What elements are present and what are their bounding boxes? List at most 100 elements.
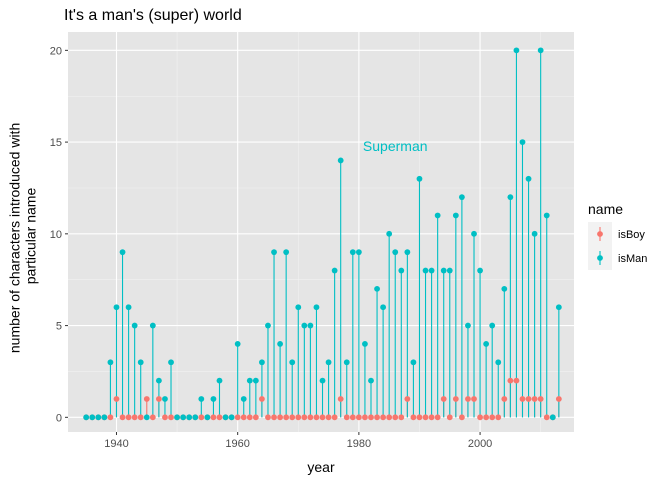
point-isBoy (265, 414, 271, 421)
point-isBoy (234, 414, 241, 421)
point-isMan (519, 139, 526, 145)
point-isBoy (543, 414, 550, 421)
point-isBoy (471, 396, 477, 402)
y-tick-label: 20 (50, 45, 62, 57)
point-isBoy (307, 414, 314, 421)
point-isBoy (410, 414, 417, 421)
point-isBoy (398, 414, 405, 421)
point-isMan (452, 212, 459, 219)
point-isMan (210, 396, 217, 402)
point-isBoy (495, 414, 502, 421)
point-isMan (131, 322, 138, 329)
y-axis: 0 5 10 15 20 (50, 45, 68, 424)
point-isMan (465, 322, 471, 329)
point-isMan (125, 304, 132, 311)
point-isBoy (119, 414, 126, 421)
point-isBoy (392, 414, 399, 421)
point-isMan (440, 267, 447, 274)
point-isBoy (289, 414, 296, 421)
point-isBoy (434, 414, 441, 421)
y-axis-title: number of characters introduced with par… (7, 119, 39, 353)
point-isMan (137, 359, 144, 366)
point-isMan (119, 249, 126, 256)
point-isMan (555, 304, 562, 311)
point-isMan (380, 304, 387, 311)
point-isMan (101, 414, 108, 421)
point-isMan (216, 377, 223, 384)
point-isMan (246, 377, 253, 384)
point-isMan (374, 285, 380, 292)
point-isBoy (489, 414, 496, 421)
point-isBoy (519, 396, 526, 402)
point-isMan (525, 175, 532, 182)
point-isBoy (380, 414, 387, 421)
point-isMan (107, 359, 114, 366)
point-isMan (471, 230, 477, 237)
point-isBoy (198, 414, 205, 421)
point-isMan (95, 414, 102, 421)
point-isMan (155, 377, 162, 384)
chart-title: It's a man's (super) world (64, 7, 242, 24)
point-isMan (271, 249, 277, 256)
point-isMan (265, 322, 271, 329)
point-isMan (143, 414, 150, 421)
point-isMan (331, 267, 338, 274)
point-isBoy (355, 414, 362, 421)
point-isMan (89, 414, 96, 421)
point-isBoy (313, 414, 320, 421)
point-isMan (228, 414, 235, 421)
point-isMan (549, 414, 556, 421)
point-isBoy (507, 377, 514, 384)
point-isBoy (283, 414, 290, 421)
point-isBoy (149, 414, 156, 421)
point-isBoy (143, 396, 150, 402)
point-isBoy (368, 414, 374, 421)
point-isMan (198, 396, 205, 402)
point-isBoy (374, 414, 380, 421)
point-isBoy (416, 414, 423, 421)
point-isMan (192, 414, 199, 421)
point-isBoy (246, 414, 253, 421)
point-isMan (368, 377, 374, 384)
y-axis-title-line-1: number of characters introduced with (7, 123, 23, 353)
point-isMan (259, 359, 265, 366)
point-isMan (404, 249, 411, 256)
point-isBoy (349, 414, 356, 421)
point-isMan (458, 194, 465, 201)
point-isMan (416, 175, 423, 182)
point-isMan (392, 249, 399, 256)
point-isMan (162, 396, 168, 402)
point-isMan (422, 267, 429, 274)
point-isMan (537, 47, 544, 54)
point-isBoy (362, 414, 368, 421)
point-isMan (301, 322, 308, 329)
point-isBoy (428, 414, 435, 421)
point-isMan (501, 285, 508, 292)
point-isMan (283, 249, 290, 256)
point-isBoy (555, 396, 562, 402)
point-isBoy (386, 414, 393, 421)
point-isMan (307, 322, 314, 329)
point-isBoy (162, 414, 168, 421)
point-isBoy (465, 396, 471, 402)
point-isMan (410, 359, 417, 366)
legend-label-isBoy: isBoy (618, 229, 645, 241)
x-tick-label: 2000 (468, 438, 492, 450)
point-isBoy (319, 414, 326, 421)
point-isMan (186, 414, 193, 421)
point-isBoy (337, 396, 344, 402)
y-tick-label: 10 (50, 229, 62, 241)
point-isMan (477, 267, 483, 274)
point-isMan (240, 396, 247, 402)
point-isMan (180, 414, 187, 421)
y-tick-label: 5 (56, 321, 62, 333)
point-isMan (543, 212, 550, 219)
point-isMan (168, 359, 174, 366)
point-isMan (325, 359, 332, 366)
point-isMan (386, 230, 393, 237)
lollipop-points (83, 47, 562, 421)
annotation-superman: Superman (363, 138, 428, 154)
point-isMan (489, 322, 496, 329)
point-isBoy (216, 414, 223, 421)
